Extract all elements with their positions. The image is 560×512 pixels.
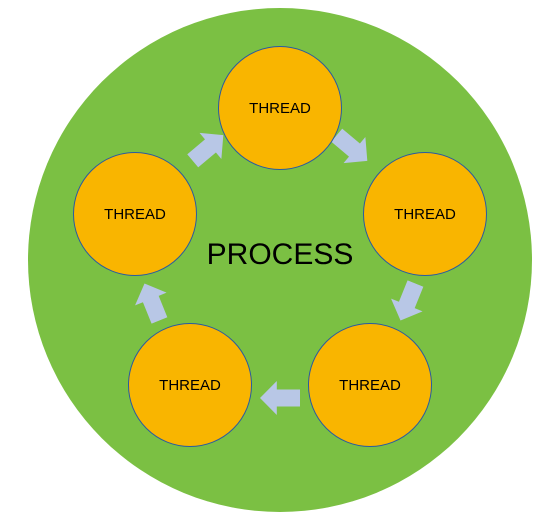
thread-node-4: THREAD [73,152,197,276]
thread-label-1: THREAD [394,206,456,223]
thread-node-1: THREAD [363,152,487,276]
thread-label-2: THREAD [339,377,401,394]
diagram-stage: THREAD THREAD THREAD THREAD THREAD PROCE… [0,0,560,506]
thread-label-4: THREAD [104,206,166,223]
thread-label-0: THREAD [249,100,311,117]
thread-node-2: THREAD [308,323,432,447]
thread-node-0: THREAD [218,46,342,170]
process-label: PROCESS [180,238,380,272]
arrow-2 [260,381,300,415]
thread-node-3: THREAD [128,323,252,447]
thread-label-3: THREAD [159,377,221,394]
